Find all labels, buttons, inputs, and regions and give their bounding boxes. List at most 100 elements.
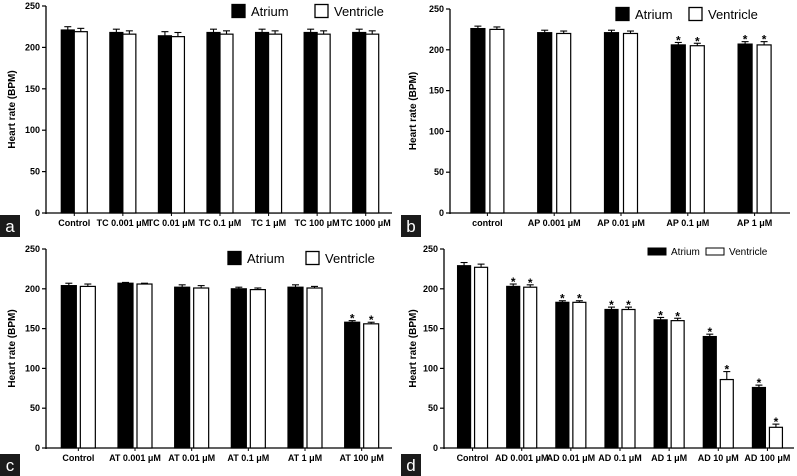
panel-label-box [0, 215, 20, 237]
legend-swatch-atrium [231, 3, 246, 19]
bar-ventricle [249, 288, 266, 449]
panel-label: d [406, 456, 415, 475]
bar-ventricle [363, 323, 380, 449]
bar-atrium [653, 319, 668, 449]
bar-ventricle [306, 287, 323, 449]
bar-ventricle [489, 28, 505, 214]
y-tick-label: 50 [434, 167, 444, 177]
bar-atrium [117, 282, 134, 449]
bar-atrium [157, 35, 173, 214]
x-tick-label: TC 1000 μM [341, 218, 391, 228]
bar-ventricle [73, 31, 88, 214]
y-tick-label: 250 [25, 244, 40, 254]
bar-ventricle [556, 32, 572, 214]
bar-ventricle [523, 286, 538, 449]
significance-star: * [757, 376, 762, 390]
x-tick-label: TC 0.01 μM [148, 218, 196, 228]
y-tick-label: 200 [429, 45, 444, 55]
legend-label-ventricle: Ventricle [334, 4, 384, 19]
y-tick-label: 100 [25, 125, 40, 135]
x-tick-label: AD 10 μM [698, 453, 739, 463]
legend-label-atrium: Atrium [251, 4, 289, 19]
bar-atrium [344, 321, 361, 449]
y-axis-label: Heart rate (BPM) [408, 309, 419, 387]
bar-atrium [60, 285, 77, 449]
x-tick-label: TC 0.001 μM [97, 218, 150, 228]
y-tick-label: 50 [30, 403, 40, 413]
x-tick-label: Control [62, 453, 94, 463]
bar-atrium [174, 286, 191, 449]
bar-atrium [751, 386, 767, 449]
bar-atrium [456, 265, 472, 449]
bar-atrium [737, 43, 753, 214]
x-tick-label: AP 1 μM [737, 218, 772, 228]
legend-label-ventricle: Ventricle [729, 247, 768, 258]
legend-label-atrium: Atrium [671, 247, 700, 258]
x-tick-label: Control [457, 453, 489, 463]
significance-star: * [774, 415, 779, 429]
bar-atrium [702, 335, 717, 449]
bar-atrium [230, 288, 247, 449]
legend-label-atrium: Atrium [247, 251, 285, 266]
legend-swatch-atrium [647, 247, 667, 256]
significance-star: * [724, 363, 729, 377]
significance-star: * [658, 308, 663, 322]
y-tick-label: 100 [25, 363, 40, 373]
x-tick-label: AT 0.01 μM [168, 453, 215, 463]
legend-swatch-ventricle [314, 3, 329, 19]
significance-star: * [577, 292, 582, 306]
x-tick-label: AD 0.001 μM [495, 453, 549, 463]
legend-swatch-atrium [615, 6, 630, 22]
bar-atrium [109, 31, 124, 214]
legend-swatch-ventricle [705, 247, 725, 256]
y-tick-label: 0 [433, 443, 438, 453]
bar-atrium [603, 32, 620, 214]
bar-atrium [352, 31, 367, 214]
y-axis-label: Heart rate (BPM) [7, 309, 18, 387]
bar-atrium [555, 301, 570, 449]
legend-label-ventricle: Ventricle [708, 7, 758, 22]
legend-label-atrium: Atrium [635, 7, 673, 22]
y-tick-label: 0 [35, 208, 40, 218]
x-tick-label: AT 0.001 μM [109, 453, 161, 463]
x-tick-label: TC 1 μM [251, 218, 286, 228]
bar-ventricle [79, 285, 96, 449]
significance-star: * [511, 275, 516, 289]
y-tick-label: 250 [429, 4, 444, 14]
y-tick-label: 150 [423, 324, 438, 334]
y-tick-label: 0 [439, 208, 444, 218]
bar-atrium [506, 285, 521, 449]
y-tick-label: 200 [25, 284, 40, 294]
x-tick-label: AD 1 μM [651, 453, 687, 463]
significance-star: * [675, 309, 680, 323]
bar-atrium [60, 29, 75, 214]
y-tick-label: 100 [429, 126, 444, 136]
bar-atrium [670, 44, 686, 214]
x-tick-label: AD 0.01 μM [547, 453, 596, 463]
y-tick-label: 150 [429, 86, 444, 96]
bar-ventricle [365, 33, 380, 214]
x-tick-label: Control [58, 218, 90, 228]
bar-atrium [537, 32, 553, 214]
x-tick-label: AD 100 μM [744, 453, 790, 463]
bar-atrium [470, 27, 486, 214]
bar-ventricle [719, 378, 734, 449]
significance-star: * [350, 312, 355, 326]
legend-swatch-atrium [227, 250, 242, 266]
bar-ventricle [622, 32, 639, 214]
legend-swatch-ventricle [305, 250, 320, 266]
x-tick-label: AP 0.1 μM [666, 218, 709, 228]
significance-star: * [762, 33, 767, 47]
y-tick-label: 200 [423, 284, 438, 294]
bar-ventricle [621, 308, 636, 449]
legend-label-ventricle: Ventricle [325, 251, 375, 266]
bar-ventricle [768, 426, 784, 449]
y-tick-label: 0 [35, 443, 40, 453]
y-tick-label: 250 [25, 1, 40, 11]
y-axis-label: Heart rate (BPM) [7, 70, 18, 148]
bar-atrium [604, 308, 619, 449]
x-tick-label: AT 1 μM [288, 453, 322, 463]
bar-ventricle [193, 287, 210, 449]
x-tick-label: AD 0.1 μM [598, 453, 642, 463]
